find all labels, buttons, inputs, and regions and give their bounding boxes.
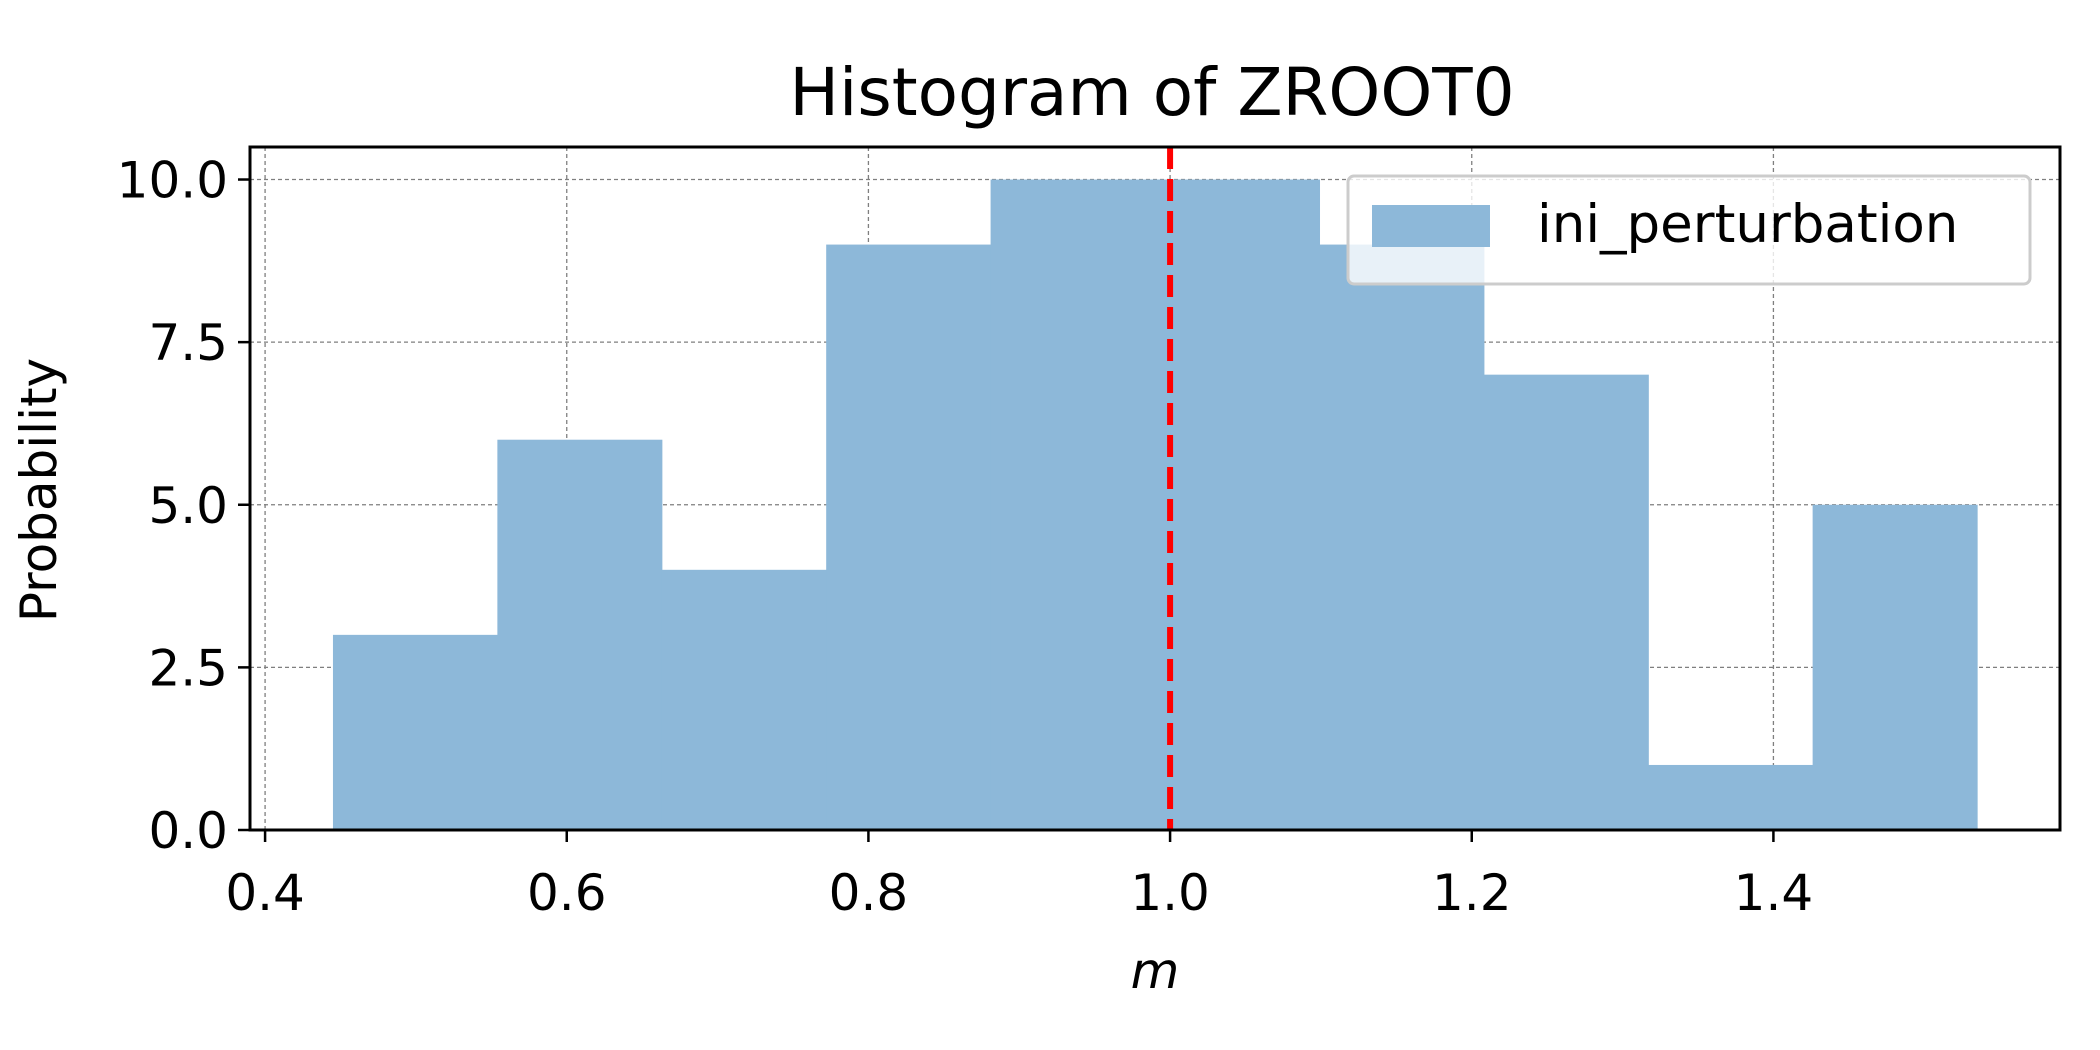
x-tick-label: 1.4 xyxy=(1734,864,1814,922)
y-axis-label: Probability xyxy=(10,358,68,622)
y-tick-label: 0.0 xyxy=(148,802,228,860)
chart-title: Histogram of ZROOT0 xyxy=(789,54,1514,131)
histogram-bar-4 xyxy=(990,179,1156,830)
legend-label: ini_perturbation xyxy=(1537,194,1958,255)
histogram-bar-2 xyxy=(661,569,827,830)
x-tick-label: 1.0 xyxy=(1130,864,1210,922)
y-tick-label: 7.5 xyxy=(148,314,228,372)
y-tick-label: 2.5 xyxy=(148,639,228,697)
y-tick-label: 5.0 xyxy=(148,477,228,535)
histogram-bar-7 xyxy=(1483,374,1649,830)
y-axis-ticks: 0.0 2.5 5.0 7.5 10.0 xyxy=(117,152,250,860)
histogram-bar-9 xyxy=(1812,504,1978,830)
x-axis-ticks: 0.4 0.6 0.8 1.0 1.2 1.4 xyxy=(225,830,1813,922)
histogram-bar-3 xyxy=(826,244,992,831)
plot-frame xyxy=(248,145,2062,832)
histogram-bar-0 xyxy=(332,634,498,830)
legend-swatch xyxy=(1372,205,1490,247)
histogram-bar-1 xyxy=(497,439,663,830)
legend-box xyxy=(1346,174,2032,286)
x-tick-label: 0.4 xyxy=(225,864,305,922)
x-tick-label: 0.8 xyxy=(829,864,909,922)
legend: ini_perturbation xyxy=(1346,174,2032,286)
x-tick-label: 0.6 xyxy=(527,864,607,922)
histogram-bar-6 xyxy=(1319,244,1485,831)
y-tick-label: 10.0 xyxy=(117,152,228,210)
histogram-bars xyxy=(332,179,1978,831)
histogram-bar-5 xyxy=(1155,179,1321,830)
histogram-bar-8 xyxy=(1648,764,1814,830)
x-tick-label: 1.2 xyxy=(1432,864,1512,922)
x-axis-label: m xyxy=(1131,942,1180,1000)
